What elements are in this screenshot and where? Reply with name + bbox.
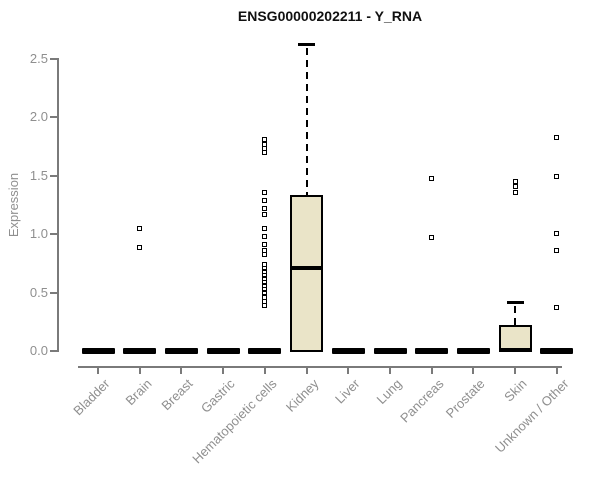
- outlier-point: [554, 230, 560, 236]
- flat-box: [456, 348, 490, 354]
- outlier-point: [429, 235, 435, 241]
- y-axis-line: [57, 58, 59, 352]
- outlier-point: [262, 225, 268, 231]
- outlier-point: [262, 137, 268, 143]
- outlier-point: [137, 244, 143, 250]
- x-tick: [222, 366, 225, 374]
- y-tick: [50, 233, 57, 236]
- flat-box: [81, 348, 115, 354]
- outlier-point: [262, 141, 268, 147]
- outlier-point: [262, 234, 268, 240]
- outlier-point: [512, 189, 518, 195]
- outlier-point: [554, 248, 560, 254]
- x-tick: [472, 366, 475, 374]
- outlier-point: [262, 286, 268, 292]
- y-tick-label: 2.5: [29, 51, 48, 66]
- y-tick-label: 0.5: [29, 284, 48, 300]
- outlier-point: [262, 294, 268, 300]
- flat-box: [206, 348, 240, 354]
- outlier-point: [262, 242, 268, 248]
- outlier-point: [512, 179, 518, 185]
- outlier-point: [262, 299, 268, 305]
- y-tick: [50, 174, 57, 177]
- flat-box: [373, 348, 407, 354]
- flat-box: [248, 348, 282, 354]
- outlier-point: [262, 206, 268, 211]
- y-tick-label: 0.0: [29, 343, 48, 358]
- outlier-point: [262, 211, 268, 217]
- outlier-point: [262, 265, 268, 271]
- outlier-point: [137, 225, 143, 231]
- x-axis-line: [78, 366, 562, 368]
- outlier-point: [262, 197, 268, 203]
- outlier-point: [429, 175, 435, 181]
- chart-title: ENSG00000202211 - Y_RNA: [237, 8, 423, 24]
- x-tick: [138, 366, 141, 374]
- y-tick: [50, 350, 57, 352]
- outlier-point: [554, 174, 560, 180]
- outlier-point: [554, 305, 560, 311]
- x-tick: [347, 366, 350, 374]
- box: [290, 194, 324, 352]
- median-line: [498, 347, 532, 352]
- x-tick: [555, 366, 558, 374]
- whisker-cap: [506, 300, 524, 304]
- outlier-point: [262, 189, 268, 195]
- outlier-point: [262, 302, 268, 308]
- outlier-point: [262, 290, 268, 296]
- outlier-point: [262, 248, 268, 254]
- x-tick: [305, 366, 308, 374]
- outlier-point: [262, 262, 268, 268]
- flat-box: [123, 348, 157, 354]
- median-line: [290, 266, 324, 271]
- outlier-point: [262, 149, 268, 155]
- x-tick: [389, 366, 392, 374]
- flat-box: [164, 348, 198, 354]
- y-tick-label: 1.0: [29, 226, 48, 242]
- flat-box: [331, 348, 365, 354]
- x-tick: [514, 366, 517, 374]
- whisker-cap: [298, 42, 316, 46]
- outlier-point: [262, 276, 268, 282]
- outlier-point: [262, 251, 268, 257]
- outlier-point: [262, 279, 268, 285]
- flat-box: [540, 348, 574, 354]
- y-tick: [50, 291, 57, 294]
- y-tick: [50, 58, 57, 60]
- x-tick: [430, 366, 433, 374]
- outlier-point: [554, 134, 560, 140]
- flat-box: [415, 348, 449, 354]
- whisker: [305, 47, 308, 195]
- x-tick: [97, 366, 99, 374]
- outlier-point: [262, 272, 268, 278]
- x-tick: [180, 366, 183, 374]
- y-tick-label: 2.0: [29, 109, 48, 125]
- y-tick-label: 1.5: [29, 167, 48, 183]
- outlier-point: [512, 183, 518, 189]
- x-tick: [263, 366, 266, 374]
- whisker: [514, 305, 517, 326]
- y-tick: [50, 116, 57, 119]
